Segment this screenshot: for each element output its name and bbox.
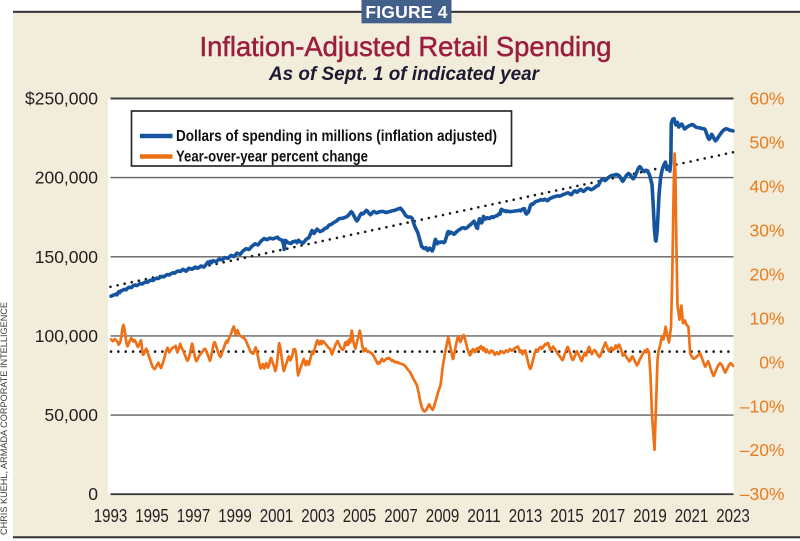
svg-text:–10%: –10% [740,396,785,416]
svg-text:200,000: 200,000 [35,168,99,188]
svg-text:1997: 1997 [177,506,211,526]
svg-text:2017: 2017 [592,506,626,526]
svg-text:2003: 2003 [301,506,335,526]
svg-text:60%: 60% [749,89,784,109]
svg-text:2011: 2011 [467,506,501,526]
svg-text:30%: 30% [749,220,784,240]
svg-text:2015: 2015 [550,506,584,526]
svg-text:40%: 40% [749,176,784,196]
svg-text:1995: 1995 [135,506,169,526]
svg-text:2005: 2005 [343,506,377,526]
svg-text:10%: 10% [749,308,784,328]
svg-text:2001: 2001 [260,506,294,526]
svg-text:50%: 50% [749,133,784,153]
svg-text:As of Sept. 1 of indicated yea: As of Sept. 1 of indicated year [268,64,541,85]
svg-text:2013: 2013 [509,506,543,526]
svg-text:Dollars of spending in million: Dollars of spending in millions (inflati… [176,128,497,145]
svg-text:2009: 2009 [426,506,460,526]
svg-text:100,000: 100,000 [35,326,99,346]
svg-text:0%: 0% [759,352,784,372]
svg-text:150,000: 150,000 [35,247,99,267]
svg-text:2007: 2007 [384,506,418,526]
svg-text:1993: 1993 [94,506,128,526]
svg-text:2023: 2023 [716,506,750,526]
svg-text:–30%: –30% [740,484,785,504]
svg-text:Year-over-year percent change: Year-over-year percent change [176,149,368,166]
svg-text:50,000: 50,000 [44,405,98,425]
svg-text:2021: 2021 [675,506,709,526]
svg-text:0: 0 [88,484,98,504]
svg-text:2019: 2019 [633,506,667,526]
svg-text:1999: 1999 [218,506,252,526]
svg-text:–20%: –20% [740,440,785,460]
svg-text:CHRIS KUEHL, ARMADA CORPORATE: CHRIS KUEHL, ARMADA CORPORATE INTELLIGEN… [0,302,9,535]
svg-text:Inflation-Adjusted Retail Spen: Inflation-Adjusted Retail Spending [200,31,612,62]
svg-text:FIGURE 4: FIGURE 4 [365,2,447,22]
svg-text:20%: 20% [749,264,784,284]
svg-text:$250,000: $250,000 [25,89,98,109]
